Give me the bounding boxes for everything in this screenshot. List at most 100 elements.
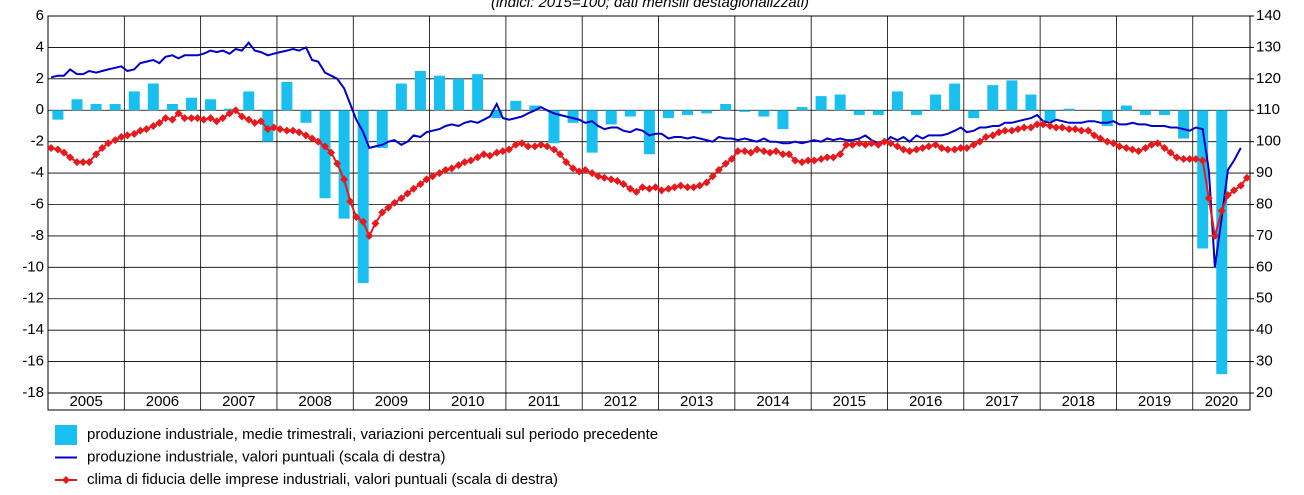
marker	[530, 142, 539, 151]
marker	[168, 115, 177, 124]
marker	[1128, 145, 1137, 154]
x-tick-label: 2020	[1205, 393, 1238, 410]
marker	[937, 143, 946, 152]
marker	[498, 147, 507, 156]
y-tick-label: -12	[22, 290, 44, 307]
bar	[357, 110, 369, 284]
marker	[1052, 123, 1061, 132]
bar	[586, 110, 598, 153]
marker	[136, 126, 145, 135]
x-tick-label: 2016	[909, 393, 942, 410]
marker	[403, 189, 412, 198]
marker	[180, 114, 189, 123]
marker	[689, 183, 698, 192]
marker	[1077, 126, 1086, 135]
y2-tick-label: 70	[1256, 227, 1273, 244]
marker	[282, 126, 291, 135]
bar	[1159, 110, 1171, 115]
marker	[1033, 120, 1042, 129]
marker	[371, 219, 380, 228]
bar	[376, 110, 388, 148]
marker	[511, 140, 520, 149]
marker	[683, 183, 692, 192]
marker	[581, 165, 590, 174]
bar	[414, 70, 426, 111]
x-tick-label: 2009	[375, 393, 408, 410]
marker	[288, 126, 297, 135]
bar	[109, 103, 121, 111]
marker	[886, 139, 895, 148]
marker	[778, 150, 787, 159]
marker	[352, 213, 361, 222]
marker	[695, 181, 704, 190]
marker	[473, 153, 482, 162]
marker	[785, 150, 794, 159]
x-tick-label: 2018	[1062, 393, 1095, 410]
bar	[949, 83, 961, 111]
marker	[969, 140, 978, 149]
x-tick-label: 2011	[528, 393, 560, 410]
marker	[1071, 125, 1080, 134]
marker	[727, 154, 736, 163]
bar	[395, 83, 407, 111]
marker	[918, 143, 927, 152]
line	[50, 41, 1242, 268]
marker	[575, 167, 584, 176]
marker	[73, 158, 82, 167]
marker	[772, 147, 781, 156]
marker	[441, 165, 450, 174]
bar	[491, 110, 503, 119]
marker	[746, 148, 755, 157]
marker	[365, 231, 374, 240]
marker	[250, 118, 259, 127]
marker	[193, 114, 202, 123]
marker	[848, 140, 857, 149]
y-tick-label: -10	[22, 258, 44, 275]
marker	[263, 125, 272, 134]
marker	[899, 145, 908, 154]
marker	[1109, 139, 1118, 148]
marker	[466, 156, 475, 165]
marker	[855, 139, 864, 148]
bar	[52, 110, 64, 120]
marker	[1223, 191, 1232, 200]
y-tick-label: 2	[36, 70, 44, 87]
marker	[206, 114, 215, 123]
marker	[613, 176, 622, 185]
legend-swatch	[55, 425, 77, 445]
marker	[752, 145, 761, 154]
y2-tick-label: 120	[1256, 70, 1281, 87]
bar	[682, 110, 694, 115]
x-tick-label: 2005	[69, 393, 102, 410]
marker	[594, 172, 603, 181]
bar	[1139, 110, 1151, 115]
marker	[562, 158, 571, 167]
x-tick-label: 2015	[833, 393, 866, 410]
marker	[1217, 206, 1226, 215]
marker	[390, 198, 399, 207]
y-tick-label: -14	[22, 321, 44, 338]
bar	[796, 107, 808, 111]
marker	[1179, 154, 1188, 163]
x-tick-label: 2012	[604, 393, 637, 410]
marker	[931, 140, 940, 149]
marker	[1185, 154, 1194, 163]
bar	[338, 110, 350, 219]
marker	[1153, 139, 1162, 148]
y2-tick-label: 100	[1256, 133, 1281, 150]
marker	[256, 117, 265, 126]
marker	[212, 117, 221, 126]
bar	[243, 91, 255, 111]
bar	[1101, 110, 1113, 126]
marker	[218, 114, 227, 123]
marker	[950, 145, 959, 154]
marker	[569, 164, 578, 173]
bar	[434, 75, 446, 111]
marker	[416, 180, 425, 189]
bar	[662, 110, 674, 119]
legend-label: clima di fiducia delle imprese industria…	[87, 471, 558, 488]
marker	[543, 142, 552, 151]
marker	[632, 187, 641, 196]
marker	[1058, 123, 1067, 132]
